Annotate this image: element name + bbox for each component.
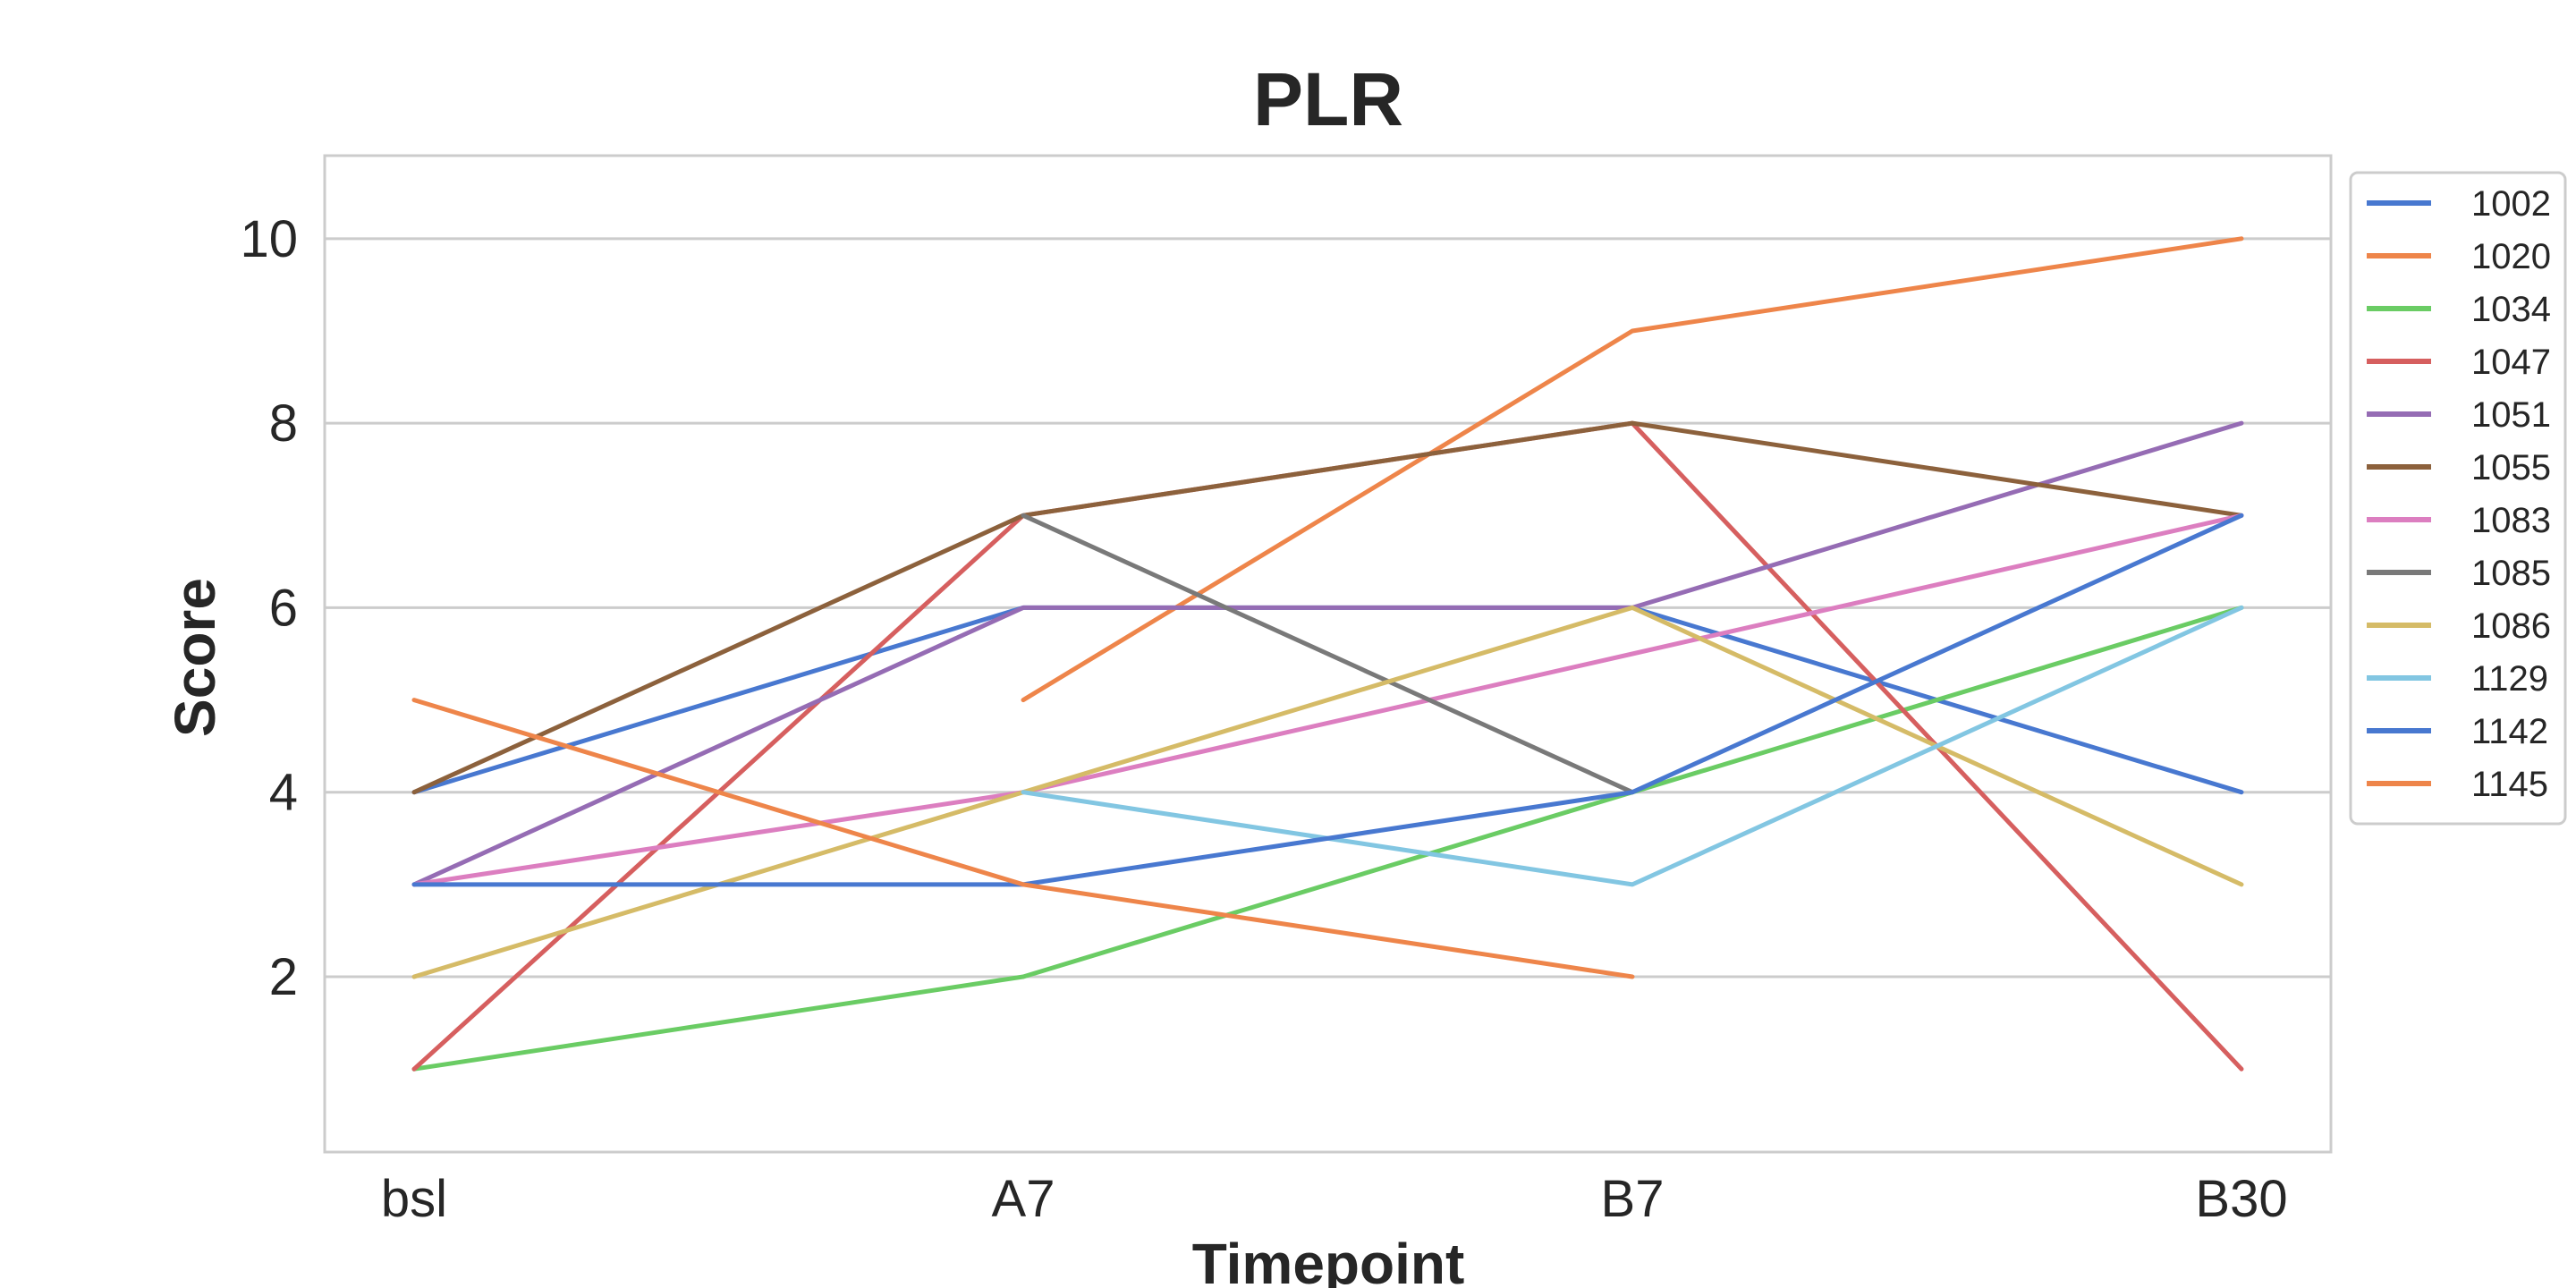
legend-label: 1002 (2471, 184, 2551, 224)
y-tick-label: 4 (269, 764, 298, 822)
legend-label: 1085 (2471, 554, 2551, 593)
series-line-1047 (411, 420, 2244, 1072)
legend-label: 1142 (2471, 712, 2548, 751)
legend-label: 1020 (2471, 237, 2551, 276)
series-line-1020 (1021, 236, 2244, 703)
x-tick-label: A7 (992, 1170, 1055, 1228)
x-axis-label: Timepoint (1192, 1232, 1465, 1288)
series-line-1129 (1021, 605, 2244, 887)
series-line-1055 (411, 420, 2244, 795)
series-line-1051 (411, 420, 2244, 887)
legend-label: 1034 (2471, 290, 2551, 329)
legend-label: 1086 (2471, 606, 2551, 646)
series-line-1142 (411, 513, 2244, 887)
y-tick-label: 2 (269, 948, 298, 1006)
series-lines (411, 236, 2244, 1072)
legend-label: 1083 (2471, 501, 2551, 540)
legend: 1002 1020 1034 1047 1051 1055 1083 1085 1086 1129… (2349, 171, 2567, 826)
legend-label: 1055 (2471, 448, 2551, 487)
legend-label: 1051 (2471, 395, 2551, 435)
x-tick-label: bsl (381, 1170, 447, 1228)
legend-label: 1047 (2471, 343, 2551, 382)
y-tick-label: 6 (269, 579, 298, 637)
series-line-1083 (411, 513, 2244, 887)
chart-title: PLR (1253, 57, 1403, 141)
y-axis-label: Score (163, 578, 227, 737)
x-tick-label: B7 (1601, 1170, 1665, 1228)
plot-area-frame (323, 154, 2333, 1154)
y-tick-label: 10 (240, 210, 298, 268)
series-line-1145 (411, 698, 1635, 979)
series-line-1034 (411, 605, 2244, 1072)
y-tick-label: 8 (269, 394, 298, 453)
axis-ticks: 2 4 6 8 10 bsl A7 B7 B30 (240, 210, 2287, 1228)
legend-label: 1145 (2471, 765, 2548, 804)
series-line-1085 (1021, 513, 1635, 795)
legend-label: 1129 (2471, 659, 2548, 699)
x-tick-label: B30 (2195, 1170, 2287, 1228)
legend-box (2349, 171, 2567, 826)
